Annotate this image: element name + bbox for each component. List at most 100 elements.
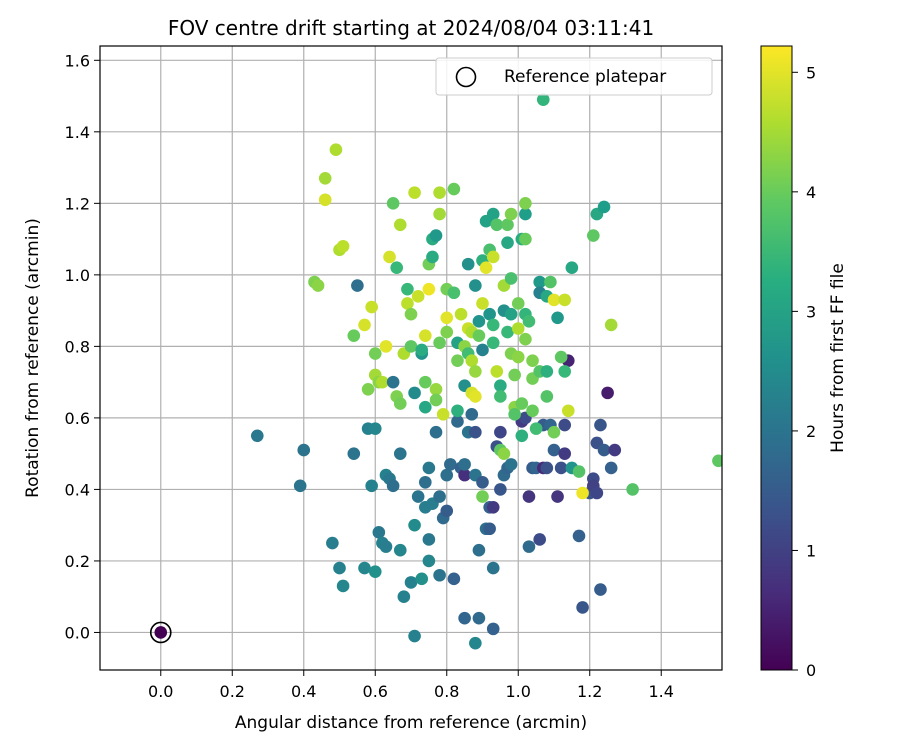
data-point — [608, 443, 622, 457]
reference-platepar-marker — [149, 621, 172, 644]
data-point — [415, 572, 429, 586]
colorbar-gradient — [760, 45, 793, 671]
data-point — [318, 172, 332, 185]
data-point — [404, 576, 418, 589]
data-point — [558, 365, 572, 378]
data-point — [476, 297, 489, 310]
x-tick-label: 1.0 — [506, 682, 531, 701]
data-point — [508, 408, 521, 421]
data-point — [486, 336, 500, 350]
data-point — [558, 418, 572, 432]
data-point — [454, 307, 468, 321]
y-axis-label: Rotation from reference (arcmin) — [23, 218, 43, 498]
data-point — [447, 286, 461, 300]
data-point — [447, 572, 461, 586]
y-tick-label: 0.0 — [65, 623, 90, 642]
data-point — [712, 454, 722, 468]
data-point — [476, 343, 489, 357]
data-point — [504, 272, 518, 285]
data-point — [576, 486, 589, 500]
data-point — [540, 365, 554, 378]
colorbar-label: Hours from first FF file — [828, 263, 848, 453]
x-tick-label: 0.2 — [220, 682, 245, 701]
x-tick-label: 1.2 — [577, 682, 602, 701]
data-point — [519, 197, 532, 210]
data-point — [433, 336, 446, 350]
chart-title: FOV centre drift starting at 2024/08/04 … — [168, 16, 654, 40]
data-point — [401, 297, 414, 310]
data-point — [433, 568, 446, 582]
data-point — [440, 325, 454, 339]
data-point — [604, 318, 618, 332]
data-point — [558, 293, 572, 307]
data-point — [476, 490, 489, 503]
x-axis-label: Angular distance from reference (arcmin) — [235, 713, 587, 733]
data-point — [511, 350, 525, 364]
data-point — [347, 447, 361, 460]
data-point — [576, 601, 589, 614]
data-point — [554, 350, 568, 364]
data-point — [483, 522, 496, 536]
data-point — [533, 533, 546, 546]
data-point — [418, 375, 432, 389]
data-point — [490, 218, 504, 232]
data-point — [433, 207, 446, 221]
data-point — [440, 504, 454, 518]
colorbar: 0 1 2 3 4 5 Hours from first FF file — [760, 45, 848, 680]
data-point — [451, 354, 464, 367]
data-point — [329, 143, 343, 157]
data-point — [326, 536, 339, 550]
data-point — [372, 526, 386, 539]
data-point — [368, 422, 382, 435]
data-point — [386, 479, 400, 493]
x-axis-ticks: 0.0 0.2 0.4 0.6 0.8 1.0 1.2 1.4 — [148, 670, 674, 701]
data-point — [444, 458, 457, 471]
data-point — [469, 425, 482, 439]
data-point — [494, 425, 507, 439]
data-point — [501, 236, 514, 249]
data-point — [472, 611, 486, 625]
data-point — [422, 282, 436, 296]
data-point — [515, 429, 529, 443]
data-point — [429, 425, 443, 439]
data-point — [547, 443, 561, 457]
y-tick-label: 1.6 — [65, 51, 90, 70]
data-point — [504, 458, 518, 471]
legend-box — [435, 57, 713, 96]
data-point — [383, 250, 396, 264]
data-point — [358, 561, 371, 575]
x-tick-label: 1.4 — [649, 682, 674, 701]
data-point — [418, 475, 432, 489]
data-point — [393, 543, 407, 557]
colorbar-ticks: 0 1 2 3 4 5 — [792, 63, 816, 680]
data-point — [486, 318, 500, 332]
data-point — [594, 418, 607, 432]
x-tick-label: 0.8 — [434, 682, 459, 701]
data-point — [469, 390, 482, 403]
data-point — [511, 297, 525, 310]
data-point — [336, 239, 350, 253]
data-point — [522, 315, 536, 328]
data-point — [336, 579, 350, 593]
y-tick-label: 0.4 — [65, 480, 90, 499]
data-point — [386, 375, 400, 389]
data-point — [365, 479, 378, 493]
data-point — [483, 307, 496, 321]
y-tick-label: 0.2 — [65, 552, 90, 571]
data-point — [436, 408, 450, 421]
data-point — [422, 533, 436, 546]
data-point — [469, 636, 482, 650]
data-point — [393, 447, 407, 460]
data-point — [422, 554, 436, 568]
legend-label: Reference platepar — [504, 67, 666, 87]
data-point — [393, 218, 407, 232]
data-point — [501, 218, 514, 232]
data-point — [604, 461, 618, 475]
legend-reference-marker-icon — [455, 66, 477, 88]
data-point — [293, 479, 307, 493]
data-point — [540, 461, 554, 475]
data-point — [519, 332, 532, 346]
data-point — [440, 468, 454, 482]
data-point — [447, 182, 461, 196]
reference-point — [154, 626, 168, 639]
